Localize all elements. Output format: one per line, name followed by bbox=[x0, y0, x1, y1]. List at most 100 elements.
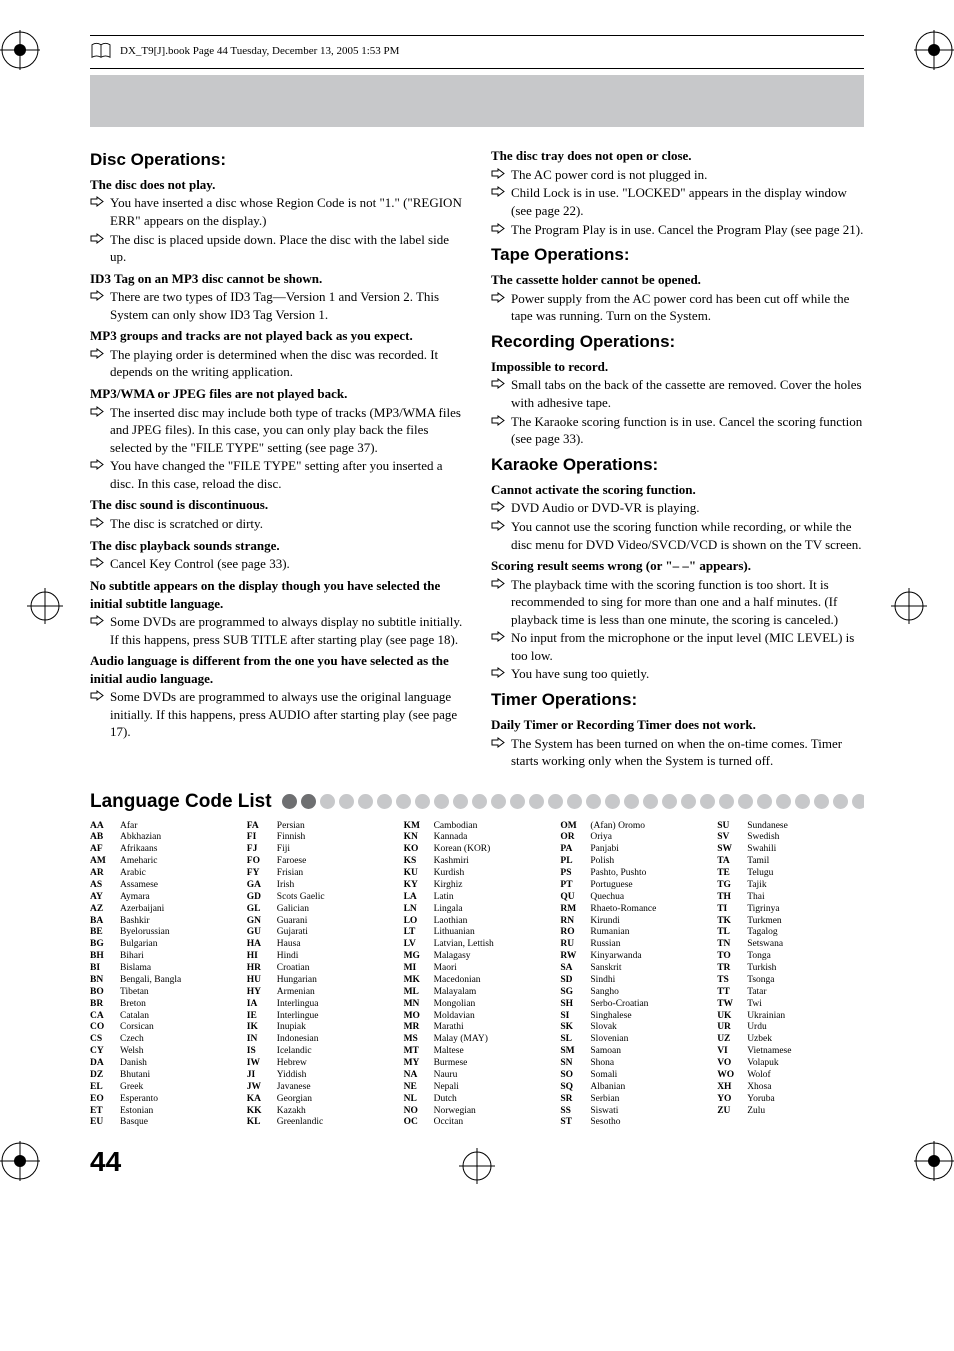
language-code: BI bbox=[90, 963, 120, 975]
language-name: Aymara bbox=[120, 892, 237, 904]
language-row: TETelugu bbox=[717, 868, 864, 880]
language-name: Burmese bbox=[434, 1058, 551, 1070]
language-name: Panjabi bbox=[590, 844, 707, 856]
language-row: NONorwegian bbox=[404, 1106, 551, 1118]
language-row: HAHausa bbox=[247, 939, 394, 951]
language-code: NL bbox=[404, 1094, 434, 1106]
language-row: SMSamoan bbox=[560, 1046, 707, 1058]
language-row: EOEsperanto bbox=[90, 1094, 237, 1106]
language-name: Tagalog bbox=[747, 927, 864, 939]
bullet-text: The System has been turned on when the o… bbox=[511, 735, 864, 770]
arrow-icon bbox=[90, 457, 106, 492]
language-row: MIMaori bbox=[404, 963, 551, 975]
language-name: Kirghiz bbox=[434, 880, 551, 892]
bullet-item: Child Lock is in use. "LOCKED" appears i… bbox=[491, 184, 864, 219]
language-row: BEByelorussian bbox=[90, 927, 237, 939]
language-code: PL bbox=[560, 856, 590, 868]
bullet-text: The Karaoke scoring function is in use. … bbox=[511, 413, 864, 448]
language-name: Bashkir bbox=[120, 916, 237, 928]
language-name: Georgian bbox=[277, 1094, 394, 1106]
language-code: YO bbox=[717, 1094, 747, 1106]
language-code: XH bbox=[717, 1082, 747, 1094]
language-code: SD bbox=[560, 975, 590, 987]
language-code: AF bbox=[90, 844, 120, 856]
language-column: AAAfarABAbkhazianAFAfrikaansAMAmeharicAR… bbox=[90, 821, 237, 1130]
language-row: IAInterlingua bbox=[247, 999, 394, 1011]
left-column: Disc Operations: The disc does not play.… bbox=[90, 143, 463, 771]
language-name: Assamese bbox=[120, 880, 237, 892]
bullet-text: You have sung too quietly. bbox=[511, 665, 864, 683]
bullet-item: You have sung too quietly. bbox=[491, 665, 864, 683]
language-name: Shona bbox=[590, 1058, 707, 1070]
language-name: Slovenian bbox=[590, 1034, 707, 1046]
language-name: Finnish bbox=[277, 832, 394, 844]
language-code: RW bbox=[560, 951, 590, 963]
language-row: FYFrisian bbox=[247, 868, 394, 880]
language-row: SKSlovak bbox=[560, 1022, 707, 1034]
language-code: TH bbox=[717, 892, 747, 904]
arrow-icon bbox=[90, 555, 106, 573]
language-name: Yoruba bbox=[747, 1094, 864, 1106]
language-code: OR bbox=[560, 832, 590, 844]
language-code: TR bbox=[717, 963, 747, 975]
language-code: OC bbox=[404, 1117, 434, 1129]
language-row: SOSomali bbox=[560, 1070, 707, 1082]
language-name: Icelandic bbox=[277, 1046, 394, 1058]
arrow-icon bbox=[90, 613, 106, 648]
language-row: LTLithuanian bbox=[404, 927, 551, 939]
language-row: OCOccitan bbox=[404, 1117, 551, 1129]
language-name: Rumanian bbox=[590, 927, 707, 939]
language-name: Siswati bbox=[590, 1106, 707, 1118]
language-row: GDScots Gaelic bbox=[247, 892, 394, 904]
bullet-item: Power supply from the AC power cord has … bbox=[491, 290, 864, 325]
language-name: Javanese bbox=[277, 1082, 394, 1094]
language-code: ET bbox=[90, 1106, 120, 1118]
language-code: TS bbox=[717, 975, 747, 987]
language-code: SM bbox=[560, 1046, 590, 1058]
language-name: Greenlandic bbox=[277, 1117, 394, 1129]
language-row: STSesotho bbox=[560, 1117, 707, 1129]
language-row: CACatalan bbox=[90, 1011, 237, 1023]
language-row: TTTatar bbox=[717, 987, 864, 999]
registration-mark-icon bbox=[889, 586, 929, 626]
language-name: Scots Gaelic bbox=[277, 892, 394, 904]
language-row: KUKurdish bbox=[404, 868, 551, 880]
language-name: Afar bbox=[120, 821, 237, 833]
language-name: Pashto, Pushto bbox=[590, 868, 707, 880]
language-name: Swedish bbox=[747, 832, 864, 844]
language-code: KM bbox=[404, 821, 434, 833]
language-row: RNKirundi bbox=[560, 916, 707, 928]
bullet-item: The AC power cord is not plugged in. bbox=[491, 166, 864, 184]
bullet-item: The System has been turned on when the o… bbox=[491, 735, 864, 770]
subhead: The disc tray does not open or close. bbox=[491, 147, 864, 165]
language-code: UZ bbox=[717, 1034, 747, 1046]
section-recording-operations: Recording Operations: bbox=[491, 331, 864, 354]
language-name: Singhalese bbox=[590, 1011, 707, 1023]
language-row: BHBihari bbox=[90, 951, 237, 963]
section-tape-operations: Tape Operations: bbox=[491, 244, 864, 267]
bullet-item: The disc is scratched or dirty. bbox=[90, 515, 463, 533]
language-name: Interlingua bbox=[277, 999, 394, 1011]
language-name: Hungarian bbox=[277, 975, 394, 987]
language-code: CO bbox=[90, 1022, 120, 1034]
arrow-icon bbox=[491, 166, 507, 184]
bullet-item: You have changed the "FILE TYPE" setting… bbox=[90, 457, 463, 492]
language-name: (Afan) Oromo bbox=[590, 821, 707, 833]
language-name: Dutch bbox=[434, 1094, 551, 1106]
language-name: Tigrinya bbox=[747, 904, 864, 916]
language-row: EUBasque bbox=[90, 1117, 237, 1129]
language-row: HYArmenian bbox=[247, 987, 394, 999]
language-code: MK bbox=[404, 975, 434, 987]
language-name: Swahili bbox=[747, 844, 864, 856]
language-code: SN bbox=[560, 1058, 590, 1070]
language-row: BOTibetan bbox=[90, 987, 237, 999]
language-name: Faroese bbox=[277, 856, 394, 868]
language-code: SL bbox=[560, 1034, 590, 1046]
bullet-text: Some DVDs are programmed to always displ… bbox=[110, 613, 463, 648]
bullet-item: The inserted disc may include both type … bbox=[90, 404, 463, 457]
language-code: UR bbox=[717, 1022, 747, 1034]
language-row: DZBhutani bbox=[90, 1070, 237, 1082]
language-code: PA bbox=[560, 844, 590, 856]
arrow-icon bbox=[491, 629, 507, 664]
language-name: Ameharic bbox=[120, 856, 237, 868]
